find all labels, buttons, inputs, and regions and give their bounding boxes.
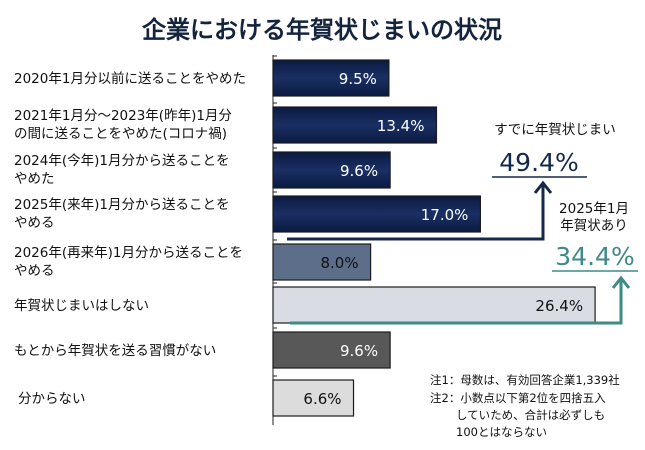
category-label: 2025年(来年)1月分から送ることを: [14, 197, 229, 213]
already-value: 49.4%: [499, 148, 578, 177]
still-arrow: [290, 280, 623, 325]
bar-value-label: 9.6%: [340, 342, 378, 360]
category-label: やめる: [14, 215, 55, 231]
category-label: 2026年(再来年)1月分から送ることを: [14, 245, 243, 261]
bar-value-label: 6.6%: [303, 390, 341, 408]
bar-1: [272, 106, 438, 144]
category-label: もとから年賀状を送る習慣がない: [14, 343, 216, 359]
bar-value-label: 26.4%: [535, 297, 583, 315]
still-label-line: 2025年1月: [559, 201, 629, 217]
category-label: 2021年1月分～2023年(昨年)1月分: [14, 108, 232, 124]
bar-4: [272, 243, 372, 281]
bar-value-label: 17.0%: [421, 206, 469, 224]
bar-2: [272, 151, 391, 189]
category-label: 2020年1月分以前に送ることをやめた: [14, 70, 246, 87]
bar-7: [272, 379, 355, 417]
bar-6: [272, 331, 391, 369]
category-label: 2024年(今年)1月分から送ることを: [14, 153, 229, 169]
bar-0: [272, 59, 390, 97]
category-label: 分からない: [18, 391, 86, 407]
category-label: の間に送ることをやめた(コロナ禍): [14, 126, 227, 142]
category-label: やめた: [14, 171, 55, 187]
chart-title: 企業における年賀状じまいの状況: [142, 16, 502, 44]
already-arrow: [287, 185, 545, 241]
arrow-head-icon: [533, 180, 553, 194]
bar-value-label: 9.5%: [339, 70, 377, 88]
footnote: していため、合計は必ずしも: [456, 408, 605, 422]
bar-value-label: 9.6%: [340, 162, 378, 180]
bar-3: [272, 195, 481, 233]
category-label: やめる: [14, 263, 55, 279]
category-label: 年賀状じまいはしない: [14, 298, 149, 314]
still-label-line: 年賀状あり: [560, 218, 628, 234]
still-value: 34.4%: [555, 242, 634, 271]
bar-value-label: 8.0%: [320, 254, 358, 272]
footnote: 100とはならない: [456, 425, 547, 439]
bar-value-label: 13.4%: [377, 117, 425, 135]
footnote: 注2：小数点以下第2位を四捨五入: [430, 391, 606, 405]
footnote: 注1：母数は、有効回答企業1,339社: [430, 373, 620, 387]
arrow-head-icon: [611, 275, 631, 289]
bar-5: [272, 286, 596, 324]
already-label: すでに年賀状じまい: [494, 122, 616, 138]
